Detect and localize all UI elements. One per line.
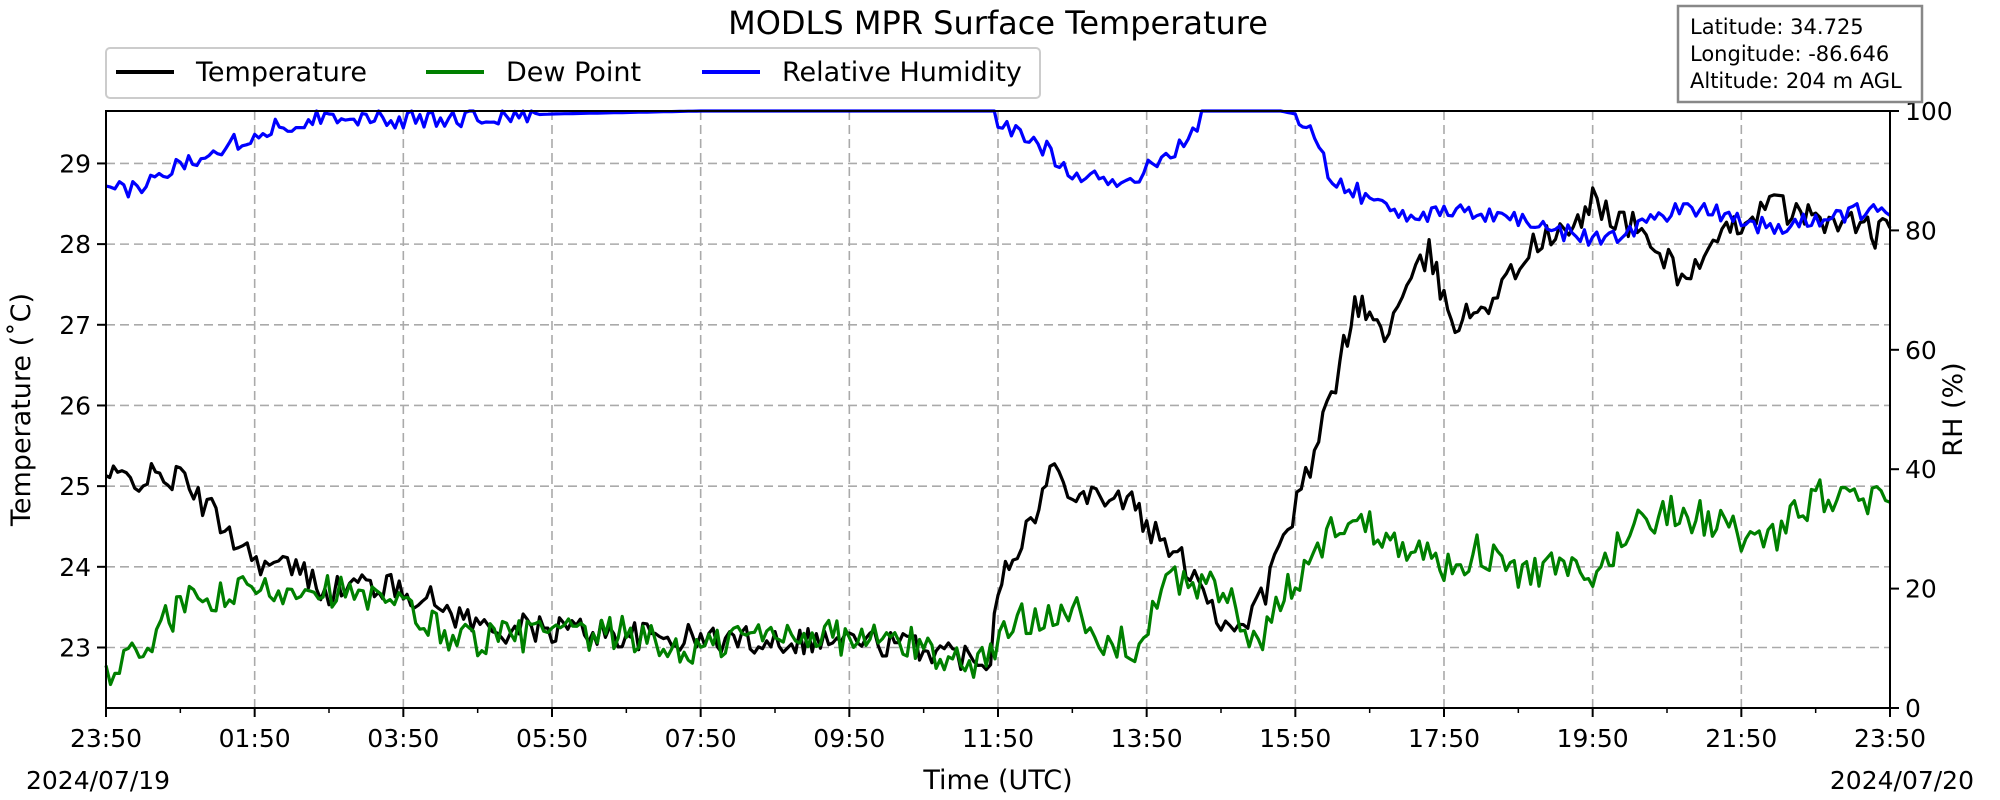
y-left-tick-label: 27 (59, 311, 91, 340)
station-altitude: Altitude: 204 m AGL (1690, 69, 1902, 93)
axes: 23:50 01:50 03:50 05:50 07:50 09:50 11:50 13:50… (59, 97, 1953, 753)
x-tick-label: 15:50 (1259, 724, 1331, 753)
x-tick-label: 13:50 (1111, 724, 1183, 753)
start-date-label: 2024/07/19 (26, 766, 170, 795)
y-left-tick-label: 29 (59, 149, 91, 178)
x-tick-label: 19:50 (1557, 724, 1629, 753)
y-right-tick-label: 40 (1905, 455, 1937, 484)
legend-label-temperature: Temperature (195, 57, 367, 88)
x-tick-label: 21:50 (1705, 724, 1777, 753)
station-latitude: Latitude: 34.725 (1690, 15, 1864, 39)
legend: Temperature Dew Point Relative Humidity (105, 47, 1041, 99)
chart-title: MODLS MPR Surface Temperature (728, 4, 1268, 42)
y-right-tick-label: 60 (1905, 336, 1937, 365)
y-left-tick-label: 25 (59, 472, 91, 501)
station-info-frame (1676, 4, 1924, 104)
x-tick-label: 23:50 (1854, 724, 1926, 753)
y-right-tick-label: 80 (1905, 216, 1937, 245)
series-dew-point (104, 478, 1891, 687)
y-left-tick-label: 24 (59, 553, 91, 582)
grid-lines (106, 111, 1890, 708)
station-info-box: Latitude: 34.725 Longitude: -86.646 Alti… (1676, 4, 1924, 104)
x-tick-label: 23:50 (70, 724, 142, 753)
x-tick-label: 17:50 (1408, 724, 1480, 753)
x-axis-title: Time (UTC) (922, 765, 1072, 796)
x-tick-label: 09:50 (813, 724, 885, 753)
x-tick-label: 03:50 (367, 724, 439, 753)
y-axis-left-title: Temperature (˚C) (6, 293, 37, 527)
y-left-tick-label: 23 (59, 633, 91, 662)
legend-label-dew-point: Dew Point (506, 57, 641, 88)
x-tick-label: 01:50 (219, 724, 291, 753)
y-left-tick-label: 28 (59, 230, 91, 259)
station-longitude: Longitude: -86.646 (1690, 42, 1889, 66)
legend-label-relative-humidity: Relative Humidity (782, 57, 1022, 88)
series-temperature (105, 186, 1892, 672)
x-tick-label: 07:50 (665, 724, 737, 753)
y-right-tick-label: 20 (1905, 575, 1937, 604)
y-left-tick-label: 26 (59, 391, 91, 420)
x-tick-label: 05:50 (516, 724, 588, 753)
y-right-tick-label: 0 (1905, 694, 1921, 723)
end-date-label: 2024/07/20 (1830, 766, 1974, 795)
legend-box (105, 47, 1041, 99)
y-axis-right-title: RH (%) (1938, 362, 1969, 456)
x-tick-label: 11:50 (962, 724, 1034, 753)
